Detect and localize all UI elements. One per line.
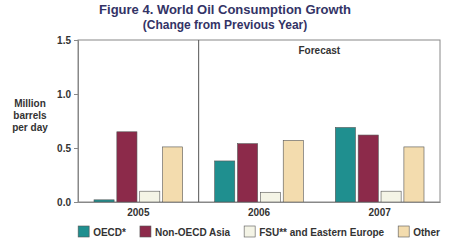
legend-label: Non-OECD Asia	[155, 227, 231, 238]
y-axis-title: Millionbarrelsper day	[12, 98, 48, 133]
bar	[335, 127, 355, 202]
bar	[381, 191, 401, 202]
legend-item: Non-OECD Asia	[140, 226, 231, 238]
legend-item: OECD*	[78, 226, 126, 238]
legend-swatch	[398, 226, 409, 237]
legend-label: OECD*	[93, 227, 126, 238]
bar	[260, 192, 280, 202]
legend-swatch	[78, 226, 89, 237]
bar	[215, 161, 235, 202]
bar	[358, 135, 378, 202]
legend-label: FSU** and Eastern Europe	[259, 227, 384, 238]
legend-item: Other	[398, 226, 440, 238]
legend-swatch	[244, 226, 255, 237]
bar	[283, 140, 303, 202]
title: Figure 4. World Oil Consumption Growth	[99, 2, 351, 17]
bar	[117, 132, 137, 202]
y-tick: 0.0	[57, 197, 78, 208]
plot-frame	[78, 40, 440, 202]
legend: OECD* Non-OECD Asia FSU** and Eastern Euro…	[78, 226, 440, 238]
x-axis: 2005 2006 2007	[79, 202, 441, 218]
y-tick: 1.0	[57, 89, 78, 100]
y-tick-label: 0.5	[57, 143, 71, 154]
y-tick: 0.5	[57, 143, 78, 154]
x-tick: 2006	[248, 202, 271, 218]
bar	[163, 147, 183, 202]
x-tick-label: 2006	[248, 207, 271, 218]
x-tick-label: 2007	[369, 207, 392, 218]
bar	[404, 147, 424, 202]
y-tick-label: 1.0	[57, 89, 71, 100]
bar	[94, 200, 114, 202]
y-axis: 0.0 0.5 1.0 1.5	[57, 35, 78, 208]
y-axis-line	[74, 41, 79, 203]
y-tick-label: 0.0	[57, 197, 71, 208]
plot: Forecast 0.0 0.5 1.0 1.5 2005 2006 2007	[57, 35, 440, 218]
bar	[238, 144, 258, 202]
x-tick-label: 2005	[127, 207, 150, 218]
x-axis-line	[79, 202, 441, 203]
legend-item: FSU** and Eastern Europe	[244, 226, 384, 238]
x-tick: 2005	[127, 202, 150, 218]
y-tick: 1.5	[57, 35, 78, 46]
y-tick-mark	[74, 148, 78, 149]
subtitle: (Change from Previous Year)	[143, 18, 308, 32]
y-tick-mark	[74, 40, 78, 41]
y-tick-mark	[74, 202, 78, 203]
forecast-divider	[198, 40, 199, 202]
legend-swatch	[140, 226, 151, 237]
x-tick: 2007	[369, 202, 392, 218]
chart: Figure 4. World Oil Consumption Growth(C…	[0, 0, 450, 250]
y-tick-mark	[74, 94, 78, 95]
legend-label: Other	[413, 227, 440, 238]
bar	[140, 191, 160, 202]
annotation: Forecast	[298, 45, 340, 56]
bars	[94, 127, 424, 202]
y-tick-label: 1.5	[57, 35, 71, 46]
